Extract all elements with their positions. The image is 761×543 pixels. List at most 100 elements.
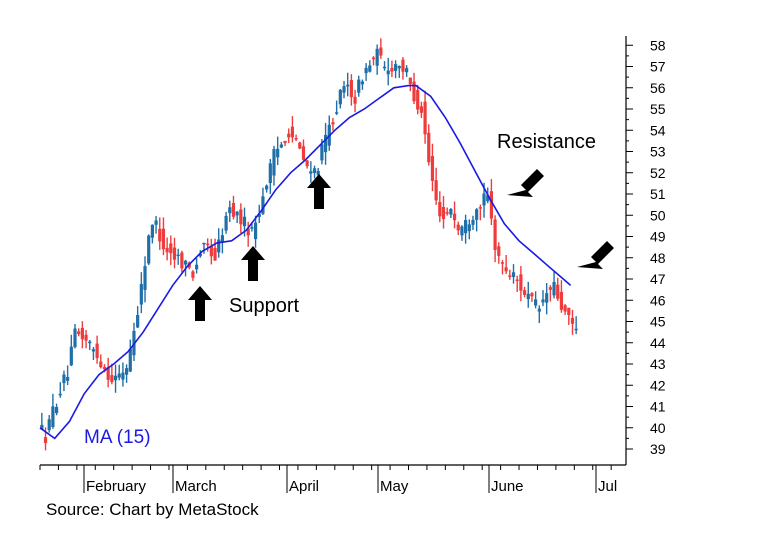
candle-body	[283, 140, 287, 144]
candle-body	[423, 101, 427, 135]
y-tick-label: 46	[650, 292, 666, 308]
candle-body	[309, 171, 313, 174]
candle-body	[548, 287, 552, 290]
candle-body	[534, 299, 538, 306]
candle-body	[456, 224, 460, 231]
candle-body	[117, 373, 121, 378]
support-label: Support	[229, 295, 299, 317]
candle-body	[213, 247, 217, 261]
y-tick-label: 43	[650, 356, 666, 372]
candle-body	[489, 191, 494, 219]
y-tick-label: 51	[650, 186, 666, 202]
candle-body	[427, 132, 431, 163]
candle-body	[209, 246, 213, 257]
candle-body	[246, 228, 250, 236]
candle-body	[66, 376, 70, 381]
candle-body	[445, 212, 449, 214]
candle-body	[386, 70, 390, 75]
y-tick-label: 58	[650, 37, 666, 53]
candle-body	[379, 47, 383, 56]
candle-body	[515, 279, 519, 282]
y-tick-label: 57	[650, 59, 666, 75]
candle-body	[342, 86, 346, 93]
candle-body	[323, 134, 328, 153]
y-tick-label: 45	[650, 314, 666, 330]
candle-body	[279, 144, 283, 148]
candle-body	[545, 293, 549, 303]
candle-body	[235, 211, 239, 216]
candle-body	[357, 79, 361, 93]
candle-body	[574, 328, 578, 331]
candle-body	[202, 242, 206, 245]
candle-body	[537, 308, 541, 312]
candle-body	[128, 348, 132, 372]
candle-body	[434, 180, 438, 201]
candle-body	[91, 349, 96, 352]
candle-body	[102, 367, 107, 370]
candle-body	[486, 195, 490, 202]
candle-body	[471, 219, 475, 225]
candle-body	[88, 341, 92, 344]
candle-body	[301, 146, 306, 160]
y-tick-label: 56	[650, 80, 666, 96]
candle-body	[305, 160, 309, 167]
candle-body	[121, 372, 125, 380]
support-arrow-2-icon	[241, 246, 265, 281]
resistance-arrow-2-icon	[577, 241, 614, 269]
candle-body	[228, 207, 232, 214]
candle-body	[250, 227, 254, 229]
candle-body	[508, 275, 512, 277]
y-tick-label: 52	[650, 165, 666, 181]
candle-body	[438, 202, 442, 217]
candle-body	[371, 57, 376, 60]
candle-body	[504, 267, 508, 272]
candle-body	[47, 419, 51, 431]
candle-body	[497, 246, 501, 256]
candle-body	[150, 224, 154, 238]
candle-body	[449, 209, 453, 215]
candle-body	[541, 299, 545, 303]
candle-body	[261, 196, 265, 214]
candle-body	[161, 228, 166, 250]
candle-body	[464, 220, 468, 234]
resistance-label: Resistance	[497, 131, 596, 153]
candle-body	[382, 66, 387, 69]
ma-label: MA (15)	[84, 427, 151, 448]
candle-body	[364, 67, 368, 74]
candle-body	[183, 260, 188, 265]
candle-body	[58, 393, 62, 396]
candle-body	[556, 284, 560, 299]
candle-body	[198, 253, 202, 257]
candle-body	[84, 334, 88, 341]
candle-body	[139, 283, 143, 305]
candle-body	[124, 368, 129, 375]
y-tick-label: 40	[650, 420, 666, 436]
candle-body	[441, 206, 446, 219]
candle-body	[368, 65, 372, 72]
candle-body	[147, 235, 151, 264]
candle-body	[375, 48, 379, 66]
candle-body	[268, 163, 272, 184]
candle-body	[231, 203, 236, 217]
candle-body	[478, 207, 482, 209]
candle-body	[220, 235, 225, 242]
candle-body	[77, 331, 81, 335]
axes: 39 40 41 42 43 44 45 46 47 48 49 50 51 52 53 54 55 56 57 58…	[39, 36, 666, 495]
candle-body	[298, 142, 302, 149]
candle-body	[294, 137, 298, 140]
candle-body	[360, 81, 365, 85]
x-month-label: February	[86, 478, 147, 495]
candle-body	[73, 328, 77, 348]
candle-body	[99, 361, 103, 368]
candle-body	[110, 375, 114, 383]
candle-body	[519, 274, 523, 291]
y-tick-label: 42	[650, 377, 666, 393]
candle-body	[530, 293, 534, 297]
candle-body	[69, 346, 73, 366]
candle-body	[460, 226, 464, 236]
candle-body	[290, 126, 295, 138]
y-tick-label: 41	[650, 399, 666, 415]
candle-body	[51, 406, 55, 427]
candle-body	[169, 243, 173, 254]
x-month-label: June	[491, 478, 524, 495]
